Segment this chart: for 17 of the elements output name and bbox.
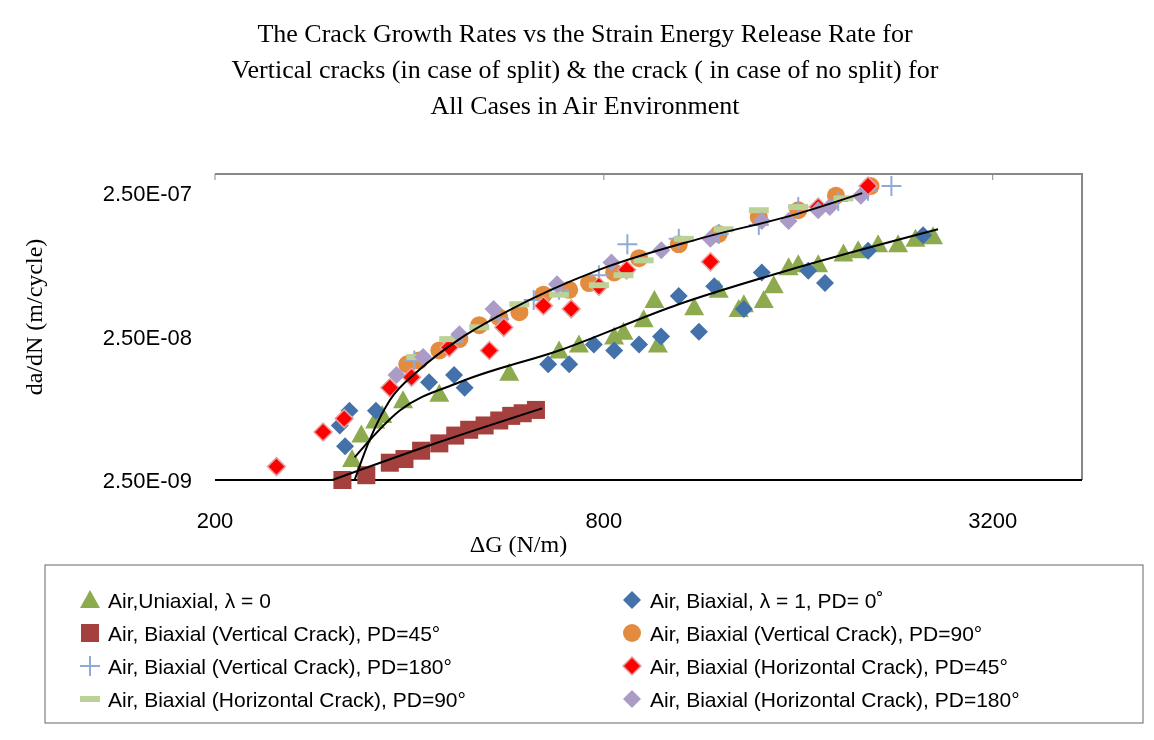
x-tick-label: 200 xyxy=(196,508,234,533)
y-tick-label: 2.50E-08 xyxy=(102,324,192,350)
legend-label: Air,Uniaxial, λ = 0 xyxy=(108,589,271,612)
y-axis-title: da/dN (m/cycle) xyxy=(21,238,47,396)
legend-label: Air, Biaxial (Vertical Crack), PD=90° xyxy=(650,622,983,645)
legend-label: Air, Biaxial, λ = 1, PD= 0˚ xyxy=(650,589,884,612)
x-axis-title: ΔG (N/m) xyxy=(469,531,568,557)
legend-label: Air, Biaxial (Vertical Crack), PD=180° xyxy=(108,655,452,678)
legend-label: Air, Biaxial (Horizontal Crack), PD=90° xyxy=(108,688,466,711)
x-tick-label: 800 xyxy=(585,508,623,533)
x-tick-label: 3200 xyxy=(968,508,1018,533)
y-tick-label: 2.50E-09 xyxy=(102,468,192,493)
legend-label: Air, Biaxial (Vertical Crack), PD=45° xyxy=(108,622,441,645)
chart-title: The Crack Growth Rates vs the Strain Energy Release Rate for Vertical cracks (in case of split) & the crack ( in case of no split) for All Cases in Air Environment xyxy=(231,19,939,120)
y-tick-label: 2.50E-07 xyxy=(102,181,192,207)
legend-label: Air, Biaxial (Horizontal Crack), PD=180° xyxy=(650,688,1020,711)
legend-label: Air, Biaxial (Horizontal Crack), PD=45° xyxy=(650,655,1008,678)
